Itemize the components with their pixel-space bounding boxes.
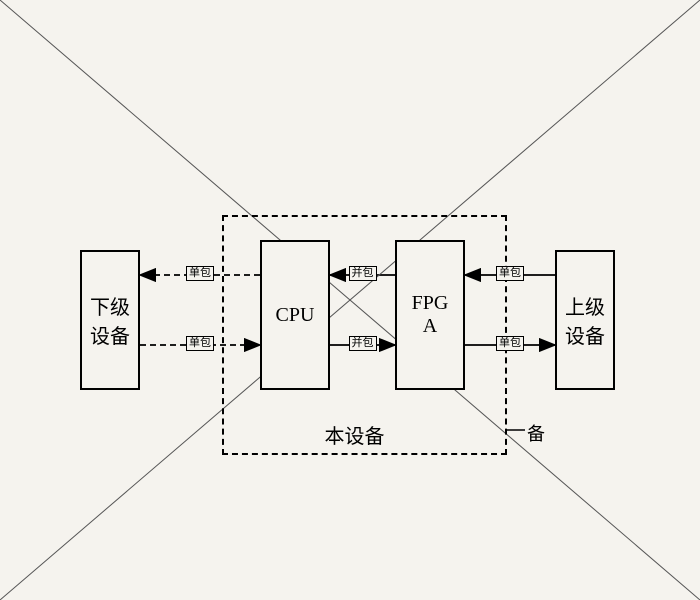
edge-label: 单包 [496,336,524,351]
node-cpu-label: CPU [276,304,315,327]
node-lower-label: 下级 设备 [90,291,130,349]
edge-label: 并包 [349,266,377,281]
edge-label: 单包 [496,266,524,281]
container-label: 本设备 [325,420,385,449]
node-lower-device: 下级 设备 [80,250,140,390]
node-fpga-label: FPG A [412,292,449,338]
edge-label: 单包 [186,266,214,281]
container-side-label-text: 备 [527,424,545,444]
edge-label: 单包 [186,336,214,351]
container-side-label: 备 [527,420,545,446]
node-upper-label: 上级 设备 [565,291,605,349]
node-fpga: FPG A [395,240,465,390]
container-label-text: 本设备 [325,426,385,448]
node-upper-device: 上级 设备 [555,250,615,390]
diagram-canvas: 下级 设备 CPU FPG A 上级 设备 单包单包并包并包单包单包 本设备 备 [0,0,700,600]
node-cpu: CPU [260,240,330,390]
edge-label: 并包 [349,336,377,351]
